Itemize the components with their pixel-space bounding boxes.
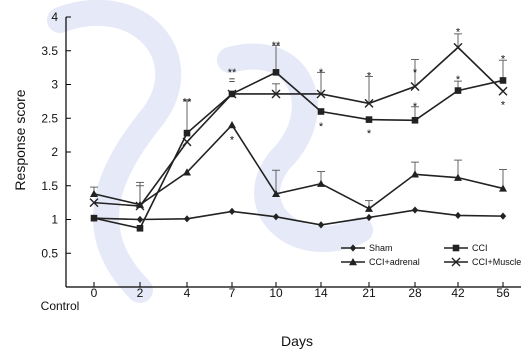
marker-cci-muscle — [89, 198, 99, 208]
marker-cci-adrenal — [365, 204, 373, 212]
legend-marker-cci-muscle — [451, 257, 461, 267]
legend-marker-cci-adrenal — [349, 258, 357, 266]
marker-cci-muscle — [453, 42, 463, 52]
legend: Sham CCI CCI+adrenal CCI+Muscle — [296, 233, 521, 267]
significance-mark: * — [230, 135, 235, 147]
marker-sham — [365, 213, 373, 222]
y-tick-label: 0.5 — [41, 246, 58, 260]
series-lines — [93, 46, 504, 230]
marker-cci-muscle — [227, 89, 237, 99]
legend-label-sham: Sham — [369, 243, 393, 253]
significance-mark: * — [456, 27, 461, 39]
series-markers — [89, 42, 508, 232]
marker-cci — [411, 116, 419, 124]
marker-cci-muscle — [364, 98, 374, 108]
marker-cci-adrenal — [499, 184, 507, 192]
x-tick-label: 14 — [314, 286, 328, 300]
marker-sham — [272, 213, 280, 221]
series-line-cci — [93, 71, 504, 230]
significance-mark: * — [501, 99, 506, 111]
significance-mark: * — [319, 121, 324, 133]
marker-cci-adrenal — [183, 168, 191, 176]
significance-mark: * — [456, 74, 461, 86]
y-tick-label: 4 — [51, 10, 58, 24]
legend-label-cci-muscle: CCI+Muscle — [472, 257, 521, 267]
marker-sham — [183, 215, 191, 223]
error-bars — [90, 33, 507, 209]
significance-mark: * — [367, 128, 372, 140]
marker-sham — [317, 221, 325, 229]
significance-mark: * — [413, 67, 418, 79]
baseline-label: Control — [41, 299, 80, 313]
significance-mark: = — [229, 75, 235, 87]
x-tick-label: 4 — [184, 286, 191, 300]
significance-mark: ** — [183, 97, 192, 109]
chart-axes: 0.5 1 1.5 2 2.5 3 3.5 4 0 2 4 7 10 14 21 28 42 56 — [41, 10, 521, 300]
y-tick-label: 3.5 — [41, 44, 58, 58]
marker-cci-adrenal — [272, 189, 280, 198]
x-tick-label: 10 — [269, 286, 283, 300]
y-tick-label: 1.5 — [41, 179, 58, 193]
significance-mark: ** — [228, 67, 237, 79]
x-tick-label: 42 — [451, 286, 465, 300]
y-tick-label: 1 — [51, 213, 58, 227]
significance-mark: * — [413, 101, 418, 113]
y-tick-label: 3 — [51, 78, 58, 92]
x-tick-label: 56 — [496, 286, 510, 300]
marker-sham — [499, 212, 507, 220]
x-tick-label: 7 — [229, 286, 236, 300]
x-axis-title: Days — [281, 333, 313, 349]
marker-cci-muscle — [410, 82, 420, 92]
significance-mark: * — [319, 67, 324, 79]
x-tick-label: 28 — [408, 286, 422, 300]
marker-cci — [272, 69, 280, 76]
significance-mark: ** — [272, 40, 281, 52]
marker-cci — [365, 116, 373, 123]
marker-cci — [454, 87, 462, 94]
marker-cci-muscle — [498, 86, 508, 96]
marker-cci-muscle — [316, 89, 326, 99]
series-line-cci-muscle — [93, 46, 504, 207]
marker-sham — [136, 215, 144, 224]
legend-label-cci-adrenal: CCI+adrenal — [369, 257, 420, 267]
marker-sham — [454, 211, 462, 220]
marker-cci-muscle — [271, 89, 281, 99]
marker-cci — [136, 224, 144, 232]
significance-annotations: ****=************* — [183, 27, 506, 147]
x-tick-label: 0 — [91, 286, 98, 300]
series-line-cci-adrenal — [93, 123, 504, 210]
x-tick-label: 21 — [362, 286, 376, 300]
x-tick-label: 2 — [137, 286, 144, 300]
marker-cci-muscle — [135, 201, 145, 211]
marker-cci-adrenal — [411, 170, 419, 178]
y-axis-title: Response score — [12, 89, 28, 190]
y-tick-label: 2.5 — [41, 111, 58, 125]
marker-cci — [90, 214, 98, 222]
marker-cci-adrenal — [136, 200, 144, 208]
marker-cci-muscle — [182, 137, 192, 147]
legend-anchor — [296, 233, 297, 234]
significance-mark: * — [501, 54, 506, 66]
marker-cci-adrenal — [228, 121, 236, 129]
marker-sham — [411, 206, 419, 214]
series-line-sham — [93, 209, 504, 226]
legend-marker-cci — [452, 244, 460, 252]
marker-cci-adrenal — [317, 179, 325, 187]
marker-cci-adrenal — [90, 189, 98, 198]
significance-mark: * — [367, 70, 372, 82]
marker-sham — [228, 207, 236, 215]
y-tick-label: 2 — [51, 145, 58, 159]
marker-cci — [183, 129, 191, 137]
marker-cci — [499, 77, 507, 84]
legend-label-cci: CCI — [472, 243, 488, 253]
marker-cci — [317, 108, 325, 115]
marker-cci-adrenal — [454, 173, 462, 181]
legend-marker-sham — [349, 244, 357, 252]
